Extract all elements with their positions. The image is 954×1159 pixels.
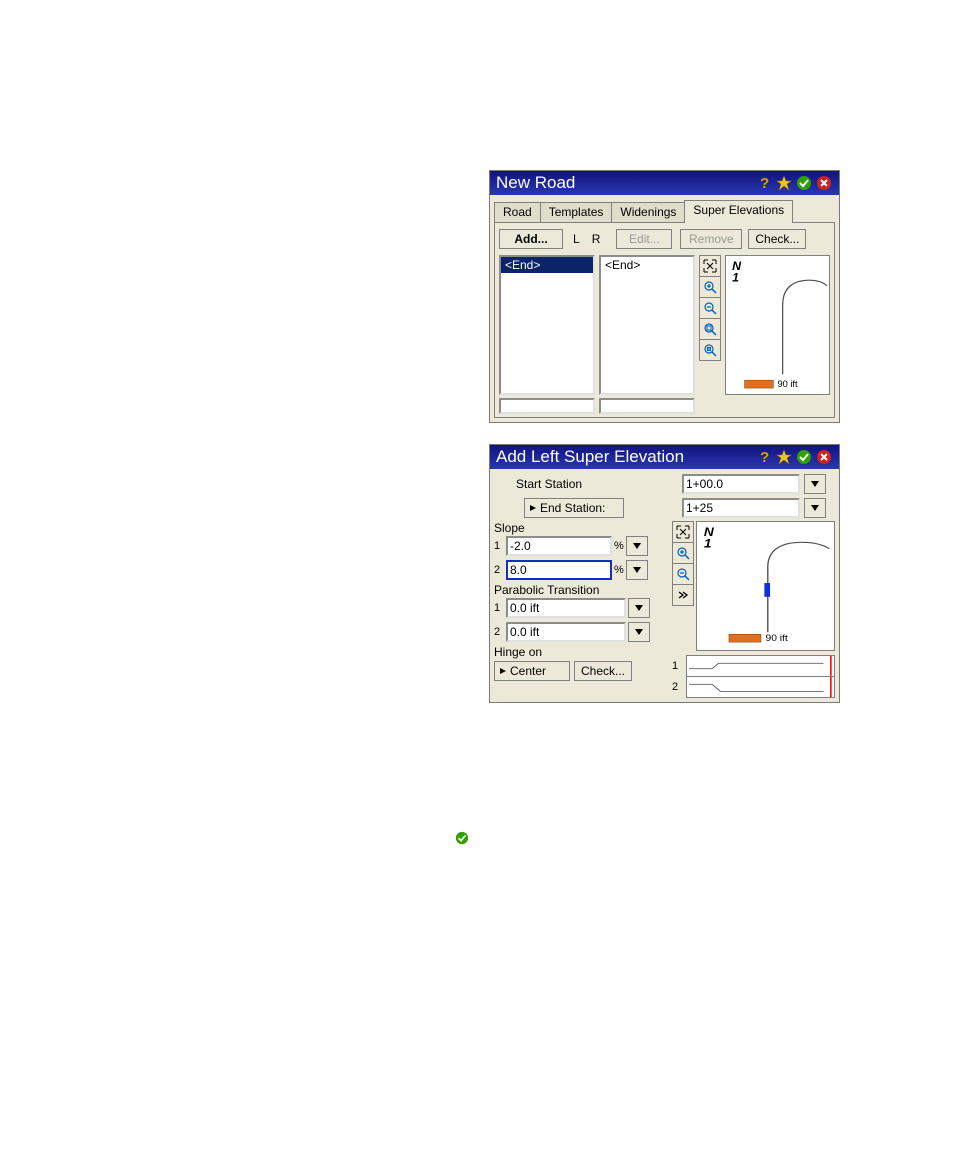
tab-strip: Road Templates Widenings Super Elevation… (490, 195, 839, 222)
remove-button: Remove (680, 229, 742, 249)
para2-dropdown[interactable] (628, 622, 650, 642)
profile-2-preview (686, 676, 835, 698)
window-new-road: New Road ? Road Templates Widenings Supe… (489, 170, 840, 423)
para2-input[interactable] (506, 622, 626, 642)
window-add-super-elevation: Add Left Super Elevation ? Start Station (489, 444, 840, 703)
zoom-extents-icon[interactable] (699, 255, 721, 277)
parabolic-label: Parabolic Transition (494, 583, 668, 597)
zoom-in-icon[interactable] (672, 542, 694, 564)
svg-text:90 ift: 90 ift (766, 634, 789, 644)
ok-icon[interactable] (795, 448, 813, 466)
slope2-unit: % (614, 564, 624, 576)
more-tools-icon[interactable] (672, 584, 694, 606)
zoom-window-icon[interactable] (699, 318, 721, 340)
close-icon[interactable] (815, 448, 833, 466)
slope1-unit: % (614, 540, 624, 552)
window-title: Add Left Super Elevation (496, 447, 753, 467)
north-1-label: 1 (732, 271, 739, 285)
road-curve (783, 280, 827, 374)
slope1-input[interactable] (506, 536, 612, 556)
profile-row-labels: 1 2 (672, 655, 684, 698)
right-list-footer (599, 398, 695, 414)
zoom-out-icon[interactable] (672, 563, 694, 585)
end-station-dropdown[interactable] (804, 498, 826, 518)
edit-button: Edit... (616, 229, 672, 249)
end-station-input[interactable] (682, 498, 800, 518)
para1-row-label: 1 (494, 602, 504, 614)
start-station-dropdown[interactable] (804, 474, 826, 494)
svg-text:?: ? (760, 449, 769, 465)
slope1-row-label: 1 (494, 540, 504, 552)
add-button[interactable]: Add... (499, 229, 563, 249)
profile-1-label: 1 (672, 660, 684, 672)
ok-icon[interactable] (795, 174, 813, 192)
zoom-in-icon[interactable] (699, 276, 721, 298)
profile-2-label: 2 (672, 681, 684, 693)
titlebar: New Road ? (490, 171, 839, 195)
favorites-icon[interactable] (775, 174, 793, 192)
zoom-tool-column (699, 255, 721, 395)
zoom-center-icon[interactable] (699, 339, 721, 361)
list-item[interactable]: <End> (601, 257, 693, 273)
svg-text:?: ? (760, 175, 769, 191)
zoom-extents-icon[interactable] (672, 521, 694, 543)
profile-1-preview (686, 655, 835, 677)
zoom-out-icon[interactable] (699, 297, 721, 319)
window-title: New Road (496, 173, 753, 193)
slope2-input[interactable] (506, 560, 612, 580)
plan-preview: N 1 90 ift (696, 521, 835, 651)
para2-row-label: 2 (494, 626, 504, 638)
para1-dropdown[interactable] (628, 598, 650, 618)
start-station-label: Start Station (494, 477, 604, 491)
favorites-icon[interactable] (775, 448, 793, 466)
titlebar: Add Left Super Elevation ? (490, 445, 839, 469)
scale-text: 90 ift (778, 379, 799, 389)
list-item[interactable]: <End> (501, 257, 593, 273)
slope1-dropdown[interactable] (626, 536, 648, 556)
end-station-button[interactable]: End Station: (524, 498, 624, 518)
slope-label: Slope (494, 521, 668, 535)
plan-preview: N 1 90 ift (725, 255, 830, 395)
ok-icon (455, 831, 469, 845)
slope2-row-label: 2 (494, 564, 504, 576)
check-button[interactable]: Check... (574, 661, 632, 681)
hinge-label: Hinge on (494, 645, 668, 659)
lr-label-l: L (573, 232, 580, 246)
tab-super-elevations[interactable]: Super Elevations (684, 200, 793, 223)
slope2-dropdown[interactable] (626, 560, 648, 580)
zoom-tool-column (672, 521, 694, 651)
close-icon[interactable] (815, 174, 833, 192)
help-icon[interactable]: ? (755, 448, 773, 466)
hinge-center-button[interactable]: Center (494, 661, 570, 681)
help-icon[interactable]: ? (755, 174, 773, 192)
left-list[interactable]: <End> (499, 255, 595, 395)
right-list[interactable]: <End> (599, 255, 695, 395)
tab-panel: Add... L R Edit... Remove Check... <End>… (494, 222, 835, 418)
left-list-footer (499, 398, 595, 414)
lr-label-r: R (592, 232, 601, 246)
svg-text:1: 1 (704, 537, 712, 551)
start-station-input[interactable] (682, 474, 800, 494)
para1-input[interactable] (506, 598, 626, 618)
check-button[interactable]: Check... (748, 229, 806, 249)
scale-swatch (745, 380, 774, 388)
